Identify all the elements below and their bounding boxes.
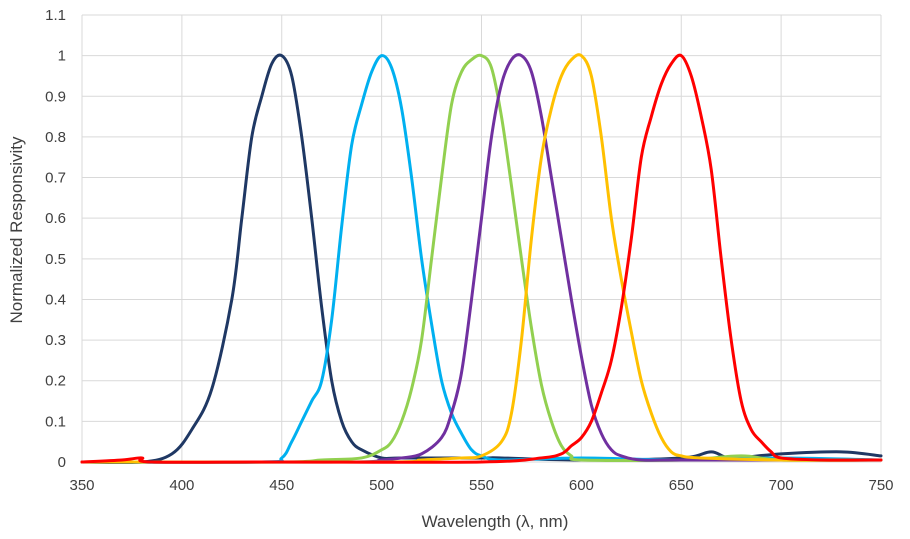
x-tick-label: 700 (769, 477, 794, 494)
y-tick-label: 0.7 (45, 170, 66, 187)
y-tick-label: 0.2 (45, 373, 66, 390)
x-tick-label: 650 (669, 477, 694, 494)
x-tick-label: 600 (569, 477, 594, 494)
y-tick-label: 0.4 (45, 291, 66, 308)
y-tick-label: 0.8 (45, 129, 66, 146)
x-tick-label: 500 (369, 477, 394, 494)
series-line-4 (80, 53, 883, 464)
series-line-1 (80, 53, 883, 465)
y-tick-label: 1.1 (45, 7, 66, 24)
gridlines (81, 14, 882, 463)
y-tick-label: 0.5 (45, 251, 66, 268)
x-tick-label: 450 (269, 477, 294, 494)
y-tick-label: 0.9 (45, 88, 66, 105)
y-tick-label: 0.6 (45, 210, 66, 227)
series-line-3 (80, 53, 883, 464)
x-tick-label: 750 (868, 477, 893, 494)
x-tick-label: 400 (169, 477, 194, 494)
series-line-2 (80, 54, 883, 464)
series-line-6 (80, 53, 883, 464)
x-tick-label: 550 (469, 477, 494, 494)
x-tick-label: 350 (69, 477, 94, 494)
y-tick-labels: 0 0.1 0.2 0.3 0.4 0.5 0.6 0.7 0.8 0.9 1 1.1 (45, 7, 66, 471)
y-tick-label: 1 (58, 48, 66, 65)
y-tick-label: 0.1 (45, 413, 66, 430)
y-tick-label: 0.3 (45, 332, 66, 349)
series-line-5 (80, 53, 883, 464)
y-tick-label: 0 (58, 454, 66, 471)
x-axis-title: Wavelength (λ, nm) (422, 512, 569, 531)
x-tick-labels: 350 400 450 500 550 600 650 700 750 (69, 477, 893, 494)
series-lines (80, 53, 883, 465)
y-axis-title: Normalized Responsivity (7, 136, 26, 324)
